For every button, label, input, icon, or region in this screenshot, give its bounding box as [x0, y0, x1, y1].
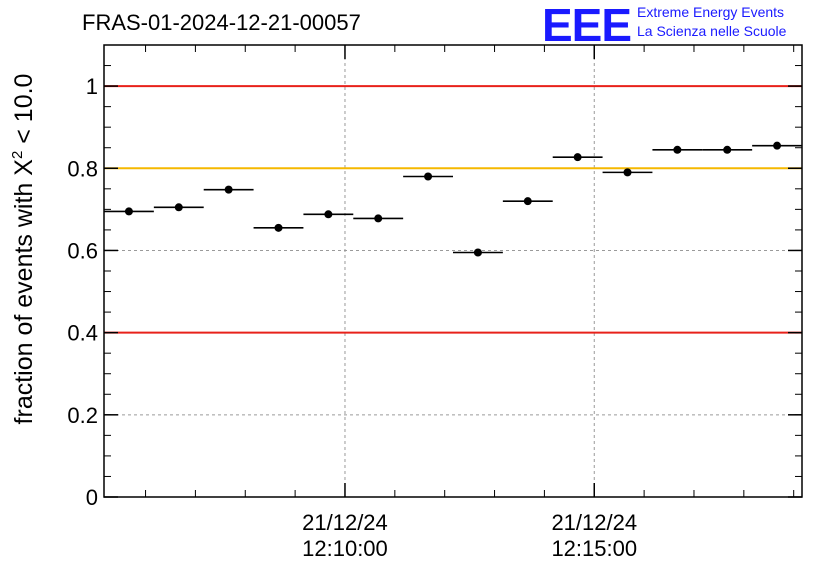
tick-labels: 00.20.40.60.8121/12/2412:10:0021/12/2412… [67, 74, 637, 561]
y-axis-label-prefix: fraction of events with [10, 176, 38, 425]
y-tick-label: 0.2 [67, 403, 98, 428]
data-point-marker [424, 172, 433, 181]
logo-line-2: La Scienza nelle Scuole [637, 23, 787, 39]
y-tick-label: 0.6 [67, 238, 98, 263]
y-axis-label-symbol: X [10, 159, 38, 176]
data-point-marker [523, 197, 532, 206]
eee-logo: EEE [542, 0, 632, 51]
x-tick-date-label: 21/12/24 [302, 510, 388, 535]
y-axis-label: fraction of events with X2 < 10.0 [9, 74, 38, 425]
data-point-marker [473, 248, 482, 257]
y-tick-label: 0.4 [67, 321, 98, 346]
data-point-marker [324, 210, 333, 219]
data-point-marker [224, 185, 233, 194]
y-axis-label-sup: 2 [9, 151, 26, 159]
reference-lines [104, 85, 802, 334]
logo-line-1: Extreme Energy Events [637, 4, 785, 20]
data-point-marker [623, 168, 632, 177]
x-tick-time-label: 12:10:00 [302, 536, 388, 561]
eee-logo-text: Extreme Energy Events La Scienza nelle S… [637, 3, 786, 41]
y-axis-label-suffix: < 10.0 [10, 74, 38, 151]
data-point-marker [773, 141, 782, 150]
data-point-marker [673, 145, 682, 154]
data-point-marker [174, 203, 183, 212]
data-point-marker [723, 145, 732, 154]
data-point-marker [573, 153, 582, 162]
axis-ticks [104, 44, 802, 498]
data-point-marker [374, 214, 383, 223]
y-tick-label: 0.8 [67, 156, 98, 181]
y-tick-label: 1 [86, 74, 98, 99]
data-point-marker [274, 223, 283, 232]
data-points [104, 141, 802, 257]
plot-frame [103, 44, 803, 498]
x-tick-date-label: 21/12/24 [551, 510, 637, 535]
x-tick-time-label: 12:15:00 [551, 536, 637, 561]
grid-lines [104, 45, 802, 498]
chart-title: FRAS-01-2024-12-21-00057 [82, 10, 361, 35]
y-tick-label: 0 [86, 485, 98, 510]
data-point-marker [124, 207, 133, 216]
